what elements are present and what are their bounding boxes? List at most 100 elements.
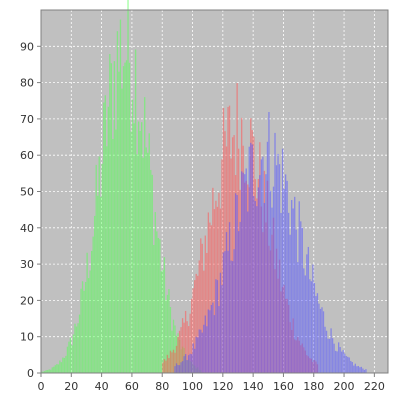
histogram-bar	[150, 169, 152, 373]
histogram-bar	[86, 252, 88, 373]
histogram-bar	[121, 88, 123, 373]
bars	[41, 0, 367, 374]
histogram-bar	[109, 53, 111, 374]
histogram-bar	[42, 371, 44, 373]
histogram-bar	[128, 62, 131, 373]
y-tick-label: 20	[20, 294, 34, 307]
histogram-bar	[286, 180, 288, 373]
histogram-bar	[113, 61, 116, 374]
histogram-bar	[100, 196, 102, 373]
histogram-bar	[81, 281, 84, 373]
histogram-bar	[80, 288, 82, 373]
histogram-bar	[239, 221, 241, 373]
histogram-bar	[72, 334, 75, 373]
histogram-bar	[162, 269, 164, 373]
histogram-bar	[195, 273, 197, 373]
x-tick-label: 60	[125, 380, 139, 393]
histogram-bar	[197, 275, 199, 373]
histogram-bar	[147, 152, 149, 373]
histogram-bar	[118, 71, 120, 374]
histogram-bar	[162, 362, 164, 373]
histogram-bar	[151, 174, 153, 373]
histogram-series	[174, 112, 367, 373]
histogram-bar	[66, 346, 69, 373]
histogram-bar	[78, 314, 81, 373]
histogram-bar	[74, 323, 76, 373]
x-tick-label: 220	[364, 380, 385, 393]
histogram-bar	[60, 362, 63, 373]
histogram-bar	[130, 131, 132, 373]
y-axis: 0 10 20 30 40 50 60 70 80 90	[20, 40, 41, 380]
histogram-bar	[160, 271, 163, 373]
histogram-bar	[312, 264, 314, 373]
histogram-bar	[257, 187, 260, 373]
histogram-bar	[112, 139, 114, 373]
histogram-bar	[310, 281, 313, 373]
x-tick-label: 200	[334, 380, 355, 393]
histogram-bar	[45, 370, 47, 373]
histogram-bar	[250, 142, 252, 373]
histogram-bar	[321, 307, 323, 373]
histogram-bar	[284, 174, 287, 373]
histogram-bar	[292, 208, 294, 373]
histogram-bar	[263, 202, 266, 373]
histogram-bar	[125, 60, 128, 374]
histogram-bar	[348, 357, 350, 373]
histogram-bar	[153, 244, 155, 373]
histogram-bar	[48, 369, 50, 373]
histogram-bar	[315, 296, 317, 373]
histogram-bar	[278, 164, 281, 373]
histogram-bar	[350, 360, 352, 373]
histogram-bar	[342, 349, 344, 373]
histogram-bar	[172, 319, 175, 373]
histogram-bar	[116, 31, 119, 373]
histogram-bar	[200, 329, 202, 373]
histogram-bar	[95, 164, 97, 373]
histogram-series	[41, 0, 202, 374]
histogram-bar	[204, 315, 206, 373]
histogram-bar	[316, 293, 319, 373]
histogram-bar	[272, 186, 275, 373]
histogram-bar	[50, 369, 52, 373]
histogram-bar	[230, 260, 232, 373]
histogram-bar	[300, 221, 302, 373]
histogram-bar	[56, 364, 58, 373]
histogram-bar	[236, 195, 238, 373]
histogram-bar	[337, 342, 340, 373]
histogram-bar	[283, 188, 285, 373]
histogram-bar	[144, 97, 146, 374]
histogram-bar	[68, 341, 70, 373]
histogram-bar	[145, 147, 147, 373]
histogram-bar	[291, 200, 293, 373]
histogram-bar	[203, 324, 205, 373]
histogram-bar	[330, 328, 332, 373]
x-tick-label: 80	[155, 380, 169, 393]
histogram-bar	[280, 212, 282, 373]
histogram-bar	[183, 322, 185, 373]
histogram-bar	[204, 235, 206, 373]
histogram-bar	[122, 66, 125, 373]
histogram-bar	[127, 0, 129, 373]
histogram-bar	[184, 354, 187, 373]
histogram-bar	[91, 250, 93, 373]
histogram-bar	[218, 192, 220, 373]
histogram-bar	[213, 209, 216, 373]
histogram-bar	[59, 360, 61, 373]
histogram-bar	[351, 362, 353, 373]
y-tick-label: 60	[20, 149, 34, 162]
histogram-bar	[357, 365, 360, 373]
histogram-bar	[175, 345, 178, 373]
histogram-bar	[287, 212, 290, 373]
histogram-bar	[181, 318, 184, 373]
histogram-bar	[247, 211, 249, 373]
histogram-bar	[212, 187, 214, 373]
histogram-bar	[139, 130, 141, 373]
histogram-bar	[148, 133, 150, 373]
histogram-bar	[62, 357, 64, 373]
histogram-bar	[271, 207, 273, 373]
histogram-bar	[92, 236, 94, 373]
histogram-bar	[313, 283, 316, 373]
x-tick-label: 180	[303, 380, 324, 393]
histogram-bar	[194, 280, 196, 373]
